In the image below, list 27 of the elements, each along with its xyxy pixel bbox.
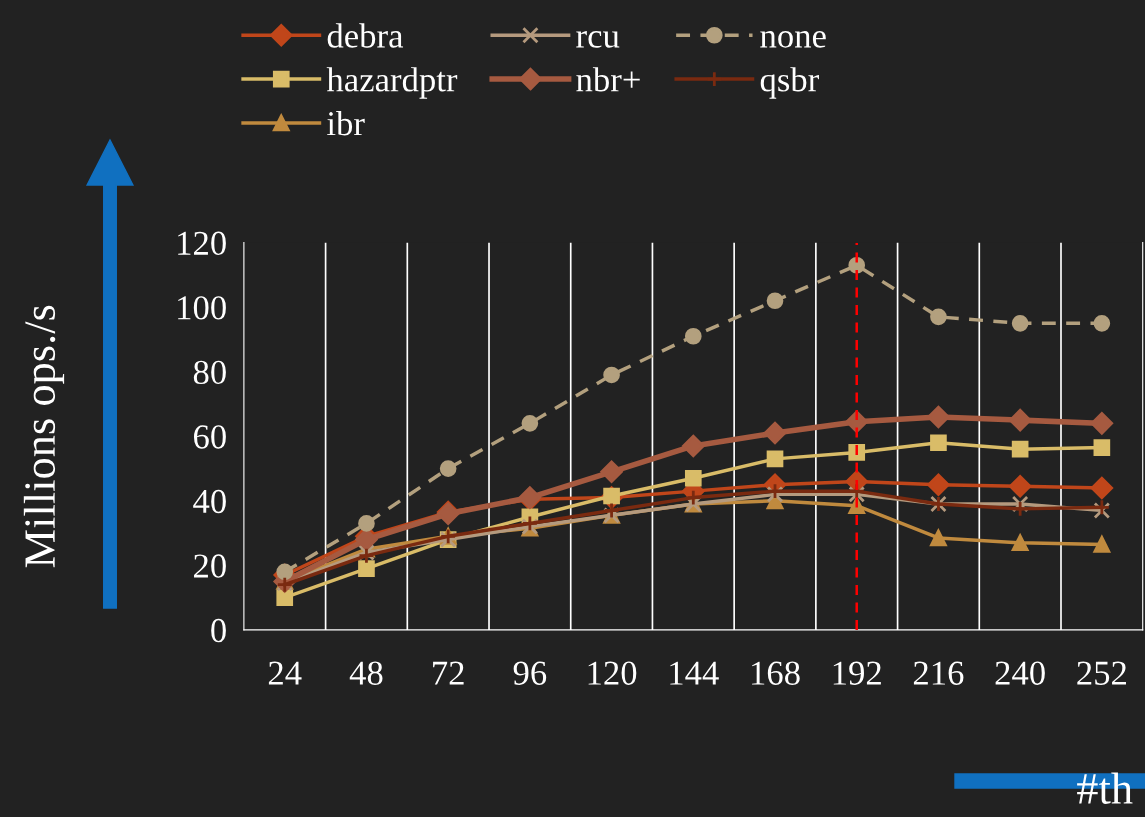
x-tick-label: 144: [670, 661, 719, 685]
x-tick-label: 96: [513, 661, 547, 685]
x-tick-label: 48: [349, 661, 383, 685]
x-tick-label: 252: [1077, 661, 1126, 685]
legend-label: debra: [327, 23, 404, 48]
y-tick-label: 60: [193, 425, 226, 449]
x-tick-label: 240: [995, 661, 1045, 685]
x-tick-label: 168: [752, 661, 800, 685]
x-tick-label: 216: [913, 661, 964, 685]
y-tick-label: 100: [178, 296, 226, 320]
x-tick-label: 24: [268, 661, 302, 685]
legend-label: hazardptr: [326, 67, 458, 99]
x-tick-label: 192: [833, 661, 881, 685]
legend-label: rcu: [576, 31, 620, 48]
y-tick-label: 120: [178, 231, 226, 256]
legend-label: ibr: [327, 111, 365, 136]
y-tick-label: 40: [193, 489, 226, 514]
y-tick-label: 80: [193, 360, 226, 385]
y-axis-title: Millions ops./s: [23, 305, 65, 568]
legend-label: nbr+: [576, 67, 640, 92]
legend-label: none: [760, 31, 826, 48]
y-tick-label: 20: [194, 554, 226, 578]
x-tick-label: 72: [433, 661, 464, 685]
x-tick-label: 120: [588, 661, 637, 685]
legend-label: qsbr: [760, 67, 819, 99]
y-tick-label: 0: [211, 618, 226, 643]
x-axis-title: #th: [1077, 772, 1133, 804]
